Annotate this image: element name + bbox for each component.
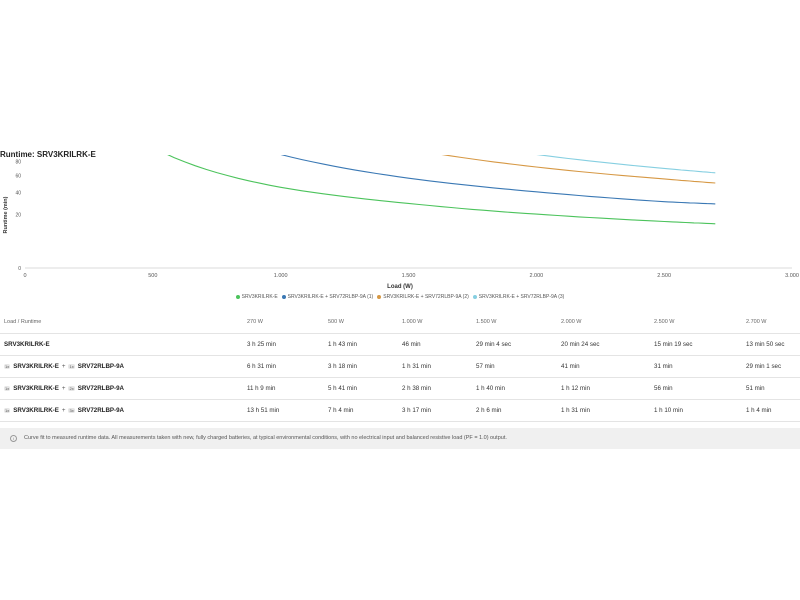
runtime-table: Load / Runtime 270 W 500 W 1.000 W 1.500… [0, 311, 800, 422]
x-axis-title: Load (W) [387, 284, 413, 290]
series-line [167, 155, 716, 225]
column-header: 1.000 W [398, 311, 472, 334]
product-name: SRV3KRILRK-E [4, 341, 50, 348]
x-tick-label: 1.500 [402, 273, 416, 279]
quantity-badge: 1x [4, 385, 11, 391]
runtime-cell: 5 h 41 min [324, 377, 398, 400]
row-label: 1x SRV3KRILRK-E +3x SRV72RLBP-9A [0, 399, 243, 422]
row-label: SRV3KRILRK-E [0, 333, 243, 356]
series-line [535, 155, 716, 174]
legend-label: SRV3KRILRK-E + SRV72RLBP-9A (2) [383, 294, 469, 300]
legend-label: SRV3KRILRK-E [241, 294, 278, 300]
legend-marker [377, 294, 382, 299]
column-header: 2.500 W [650, 311, 742, 334]
runtime-cell: 1 h 12 min [557, 377, 650, 400]
chart-title: Runtime: SRV3KRILRK-E [0, 150, 96, 159]
runtime-cell: 13 h 51 min [243, 399, 324, 422]
runtime-cell: 3 h 18 min [324, 355, 398, 378]
runtime-cell: 15 min 19 sec [650, 333, 742, 356]
runtime-cell: 31 min [650, 355, 742, 378]
table-row: 1x SRV3KRILRK-E +2x SRV72RLBP-9A 11 h 9 min 5… [0, 377, 800, 400]
product-name: SRV3KRILRK-E [13, 385, 59, 392]
runtime-cell: 51 min [742, 377, 800, 400]
quantity-badge: 3x [68, 407, 75, 413]
column-header: 1.500 W [472, 311, 557, 334]
table-row: SRV3KRILRK-E 3 h 25 min 1 h 43 min 46 min 29… [0, 333, 800, 356]
runtime-cell: 56 min [650, 377, 742, 400]
runtime-cell: 1 h 43 min [324, 333, 398, 356]
column-header: 270 W [243, 311, 324, 334]
x-tick-label: 500 [148, 273, 157, 279]
y-tick-label: 40 [15, 191, 21, 197]
quantity-badge: 1x [4, 363, 11, 369]
disclaimer-text: Curve fit to measured runtime data. All … [24, 435, 507, 441]
runtime-cell: 20 min 24 sec [557, 333, 650, 356]
column-header: 500 W [324, 311, 398, 334]
y-tick-label: 0 [18, 266, 21, 272]
column-header: Load / Runtime [0, 311, 243, 334]
x-tick-label: 2.500 [657, 273, 671, 279]
product-name: SRV72RLBP-9A [77, 385, 125, 392]
table-header-row: Load / Runtime 270 W 500 W 1.000 W 1.500… [0, 311, 800, 334]
runtime-cell: 1 h 10 min [650, 399, 742, 422]
series-line [441, 155, 716, 184]
runtime-cell: 13 min 50 sec [742, 333, 800, 356]
legend-item[interactable]: SRV3KRILRK-E + SRV72RLBP-9A (1) [281, 294, 374, 300]
table-row: 1x SRV3KRILRK-E +3x SRV72RLBP-9A 13 h 51 min… [0, 399, 800, 422]
runtime-chart: 05001.0001.5002.0002.5003.00002040608010… [3, 155, 799, 290]
product-name: SRV3KRILRK-E [13, 407, 59, 414]
series-line [280, 155, 716, 205]
table-row: 1x SRV3KRILRK-E +1x SRV72RLBP-9A 6 h 31 min 3… [0, 355, 800, 378]
product-name: SRV3KRILRK-E [13, 363, 59, 370]
x-tick-label: 1.000 [274, 273, 288, 279]
runtime-cell: 3 h 25 min [243, 333, 324, 356]
y-tick-label: 60 [15, 174, 21, 180]
legend-label: SRV3KRILRK-E + SRV72RLBP-9A (1) [287, 294, 374, 300]
runtime-cell: 2 h 6 min [472, 399, 557, 422]
legend-marker [472, 294, 477, 299]
runtime-cell: 1 h 31 min [398, 355, 472, 378]
legend-marker [235, 294, 240, 299]
runtime-cell: 41 min [557, 355, 650, 378]
column-header: 2.000 W [557, 311, 650, 334]
legend-item[interactable]: SRV3KRILRK-E [235, 294, 278, 300]
quantity-badge: 1x [68, 363, 75, 369]
disclaimer-note: i Curve fit to measured runtime data. Al… [0, 428, 800, 449]
legend-item[interactable]: SRV3KRILRK-E + SRV72RLBP-9A (2) [377, 294, 469, 300]
runtime-cell: 29 min 4 sec [472, 333, 557, 356]
runtime-cell: 3 h 17 min [398, 399, 472, 422]
y-tick-label: 80 [15, 159, 21, 165]
y-axis-title: Runtime (min) [3, 196, 9, 233]
plus-sign: + [61, 407, 66, 414]
y-tick-label: 20 [15, 213, 21, 219]
legend-item[interactable]: SRV3KRILRK-E + SRV72RLBP-9A (3) [472, 294, 565, 300]
x-tick-label: 0 [23, 273, 26, 279]
plus-sign: + [61, 363, 66, 370]
row-label: 1x SRV3KRILRK-E +1x SRV72RLBP-9A [0, 355, 243, 378]
runtime-cell: 1 h 4 min [742, 399, 800, 422]
runtime-cell: 2 h 38 min [398, 377, 472, 400]
column-header: 2.700 W [742, 311, 800, 334]
quantity-badge: 2x [68, 385, 75, 391]
info-icon: i [10, 435, 17, 442]
legend-marker [281, 294, 286, 299]
runtime-cell: 57 min [472, 355, 557, 378]
chart-legend: SRV3KRILRK-E SRV3KRILRK-E + SRV72RLBP-9A … [0, 294, 800, 300]
x-tick-label: 2.000 [529, 273, 543, 279]
runtime-cell: 6 h 31 min [243, 355, 324, 378]
runtime-cell: 1 h 40 min [472, 377, 557, 400]
legend-label: SRV3KRILRK-E + SRV72RLBP-9A (3) [478, 294, 565, 300]
runtime-cell: 7 h 4 min [324, 399, 398, 422]
quantity-badge: 1x [4, 407, 11, 413]
runtime-cell: 11 h 9 min [243, 377, 324, 400]
runtime-cell: 29 min 1 sec [742, 355, 800, 378]
product-name: SRV72RLBP-9A [77, 363, 125, 370]
x-tick-label: 3.000 [785, 273, 799, 279]
plus-sign: + [61, 385, 66, 392]
product-name: SRV72RLBP-9A [77, 407, 125, 414]
row-label: 1x SRV3KRILRK-E +2x SRV72RLBP-9A [0, 377, 243, 400]
runtime-cell: 1 h 31 min [557, 399, 650, 422]
runtime-cell: 46 min [398, 333, 472, 356]
